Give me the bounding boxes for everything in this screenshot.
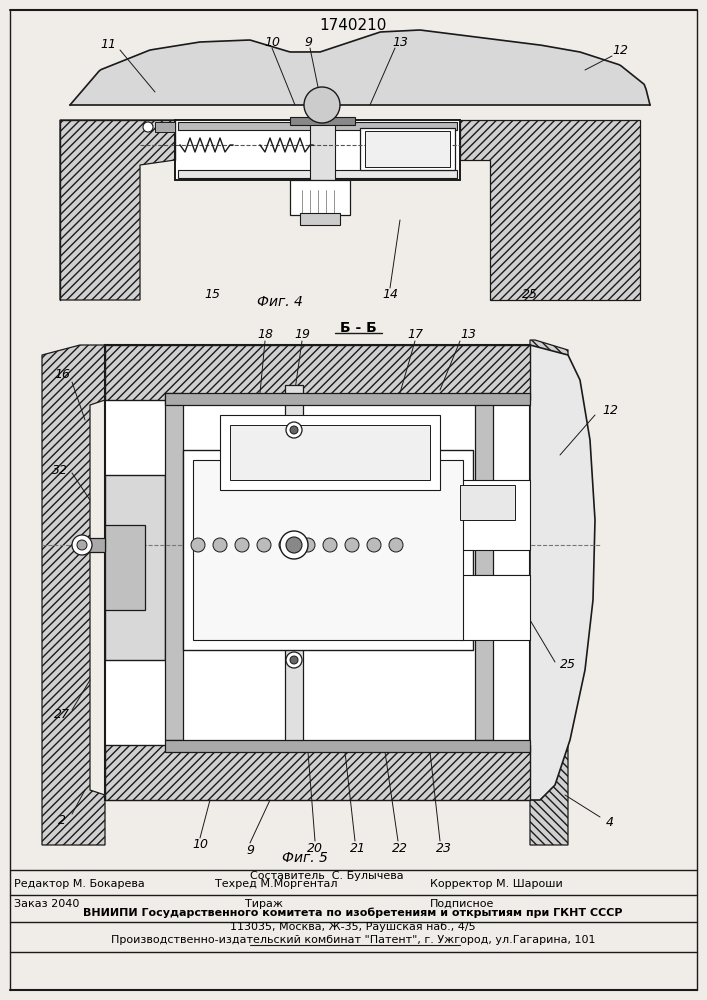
Circle shape bbox=[286, 652, 302, 668]
Text: 19: 19 bbox=[294, 328, 310, 342]
Bar bbox=[285, 385, 303, 745]
Bar bbox=[165, 393, 183, 740]
Text: Подписное: Подписное bbox=[430, 899, 494, 909]
Bar bbox=[178, 170, 457, 178]
Text: 11: 11 bbox=[100, 38, 116, 51]
Text: 9: 9 bbox=[304, 35, 312, 48]
Text: Тираж: Тираж bbox=[245, 899, 283, 909]
Bar bbox=[460, 575, 530, 640]
Text: Производственно-издательский комбинат "Патент", г. Ужгород, ул.Гагарина, 101: Производственно-издательский комбинат "П… bbox=[111, 935, 595, 945]
Circle shape bbox=[301, 538, 315, 552]
Text: 32: 32 bbox=[52, 464, 68, 477]
Text: Фиг. 5: Фиг. 5 bbox=[282, 851, 328, 865]
Bar bbox=[165, 740, 530, 752]
Circle shape bbox=[72, 535, 92, 555]
Text: 9: 9 bbox=[246, 844, 254, 856]
Circle shape bbox=[290, 656, 298, 664]
Bar bbox=[155, 122, 175, 132]
Bar bbox=[220, 415, 440, 490]
Circle shape bbox=[77, 540, 87, 550]
Circle shape bbox=[389, 538, 403, 552]
Text: Техред М.Моргентал: Техред М.Моргентал bbox=[215, 879, 337, 889]
Text: ВНИИПИ Государственного комитета по изобретениям и открытиям при ГКНТ СССР: ВНИИПИ Государственного комитета по изоб… bbox=[83, 908, 623, 918]
Polygon shape bbox=[530, 345, 595, 800]
Bar bbox=[290, 180, 350, 215]
Bar bbox=[105, 525, 145, 610]
Circle shape bbox=[257, 538, 271, 552]
Circle shape bbox=[304, 87, 340, 123]
Bar bbox=[360, 128, 455, 170]
Circle shape bbox=[290, 426, 298, 434]
Text: Б - Б: Б - Б bbox=[339, 321, 376, 335]
Text: 15: 15 bbox=[204, 288, 220, 300]
Circle shape bbox=[286, 422, 302, 438]
Text: 23: 23 bbox=[436, 842, 452, 854]
Circle shape bbox=[279, 538, 293, 552]
Circle shape bbox=[280, 531, 308, 559]
Text: Корректор М. Шароши: Корректор М. Шароши bbox=[430, 879, 563, 889]
Text: 14: 14 bbox=[382, 288, 398, 300]
Text: 113035, Москва, Ж-35, Раушская наб., 4/5: 113035, Москва, Ж-35, Раушская наб., 4/5 bbox=[230, 922, 476, 932]
Bar bbox=[460, 480, 530, 550]
Bar bbox=[105, 745, 530, 800]
Text: 13: 13 bbox=[460, 328, 476, 342]
Bar bbox=[290, 117, 355, 125]
Text: Фиг. 4: Фиг. 4 bbox=[257, 295, 303, 309]
Bar bbox=[178, 122, 457, 130]
Bar bbox=[230, 425, 430, 480]
Circle shape bbox=[286, 537, 302, 553]
Bar bbox=[175, 120, 460, 180]
Text: 25: 25 bbox=[522, 288, 538, 300]
Polygon shape bbox=[70, 30, 650, 105]
Bar bbox=[365, 131, 450, 167]
Text: 12: 12 bbox=[602, 403, 618, 416]
Circle shape bbox=[191, 538, 205, 552]
Circle shape bbox=[235, 538, 249, 552]
Bar bbox=[105, 475, 165, 660]
Bar bbox=[105, 345, 530, 800]
Text: Составитель  С. Булычева: Составитель С. Булычева bbox=[250, 871, 404, 881]
Bar bbox=[183, 450, 473, 650]
Text: 16: 16 bbox=[54, 368, 70, 381]
Polygon shape bbox=[460, 120, 640, 300]
Circle shape bbox=[143, 122, 153, 132]
Text: 12: 12 bbox=[612, 43, 628, 56]
Text: Заказ 2040: Заказ 2040 bbox=[14, 899, 79, 909]
Bar bbox=[475, 393, 493, 740]
Text: 22: 22 bbox=[392, 842, 408, 854]
Bar bbox=[165, 393, 530, 405]
Polygon shape bbox=[530, 340, 568, 845]
Circle shape bbox=[367, 538, 381, 552]
Polygon shape bbox=[42, 345, 105, 845]
Circle shape bbox=[345, 538, 359, 552]
Bar bbox=[105, 345, 530, 400]
Text: 4: 4 bbox=[606, 816, 614, 828]
Text: 21: 21 bbox=[350, 842, 366, 854]
Bar bbox=[300, 213, 340, 225]
Text: 2: 2 bbox=[58, 814, 66, 826]
Text: 10: 10 bbox=[264, 35, 280, 48]
Text: 1740210: 1740210 bbox=[320, 18, 387, 33]
Text: 18: 18 bbox=[257, 328, 273, 342]
Text: 13: 13 bbox=[392, 35, 408, 48]
Bar bbox=[75, 538, 105, 552]
Circle shape bbox=[213, 538, 227, 552]
Text: 25: 25 bbox=[560, 658, 576, 672]
Text: 17: 17 bbox=[407, 328, 423, 342]
Circle shape bbox=[323, 538, 337, 552]
Text: Редактор М. Бокарева: Редактор М. Бокарева bbox=[14, 879, 145, 889]
Text: 10: 10 bbox=[192, 838, 208, 852]
Text: 27: 27 bbox=[54, 708, 70, 722]
Text: 20: 20 bbox=[307, 842, 323, 854]
Bar bbox=[193, 460, 463, 640]
Bar bbox=[460, 485, 515, 520]
Polygon shape bbox=[60, 120, 175, 300]
Bar bbox=[310, 120, 335, 180]
